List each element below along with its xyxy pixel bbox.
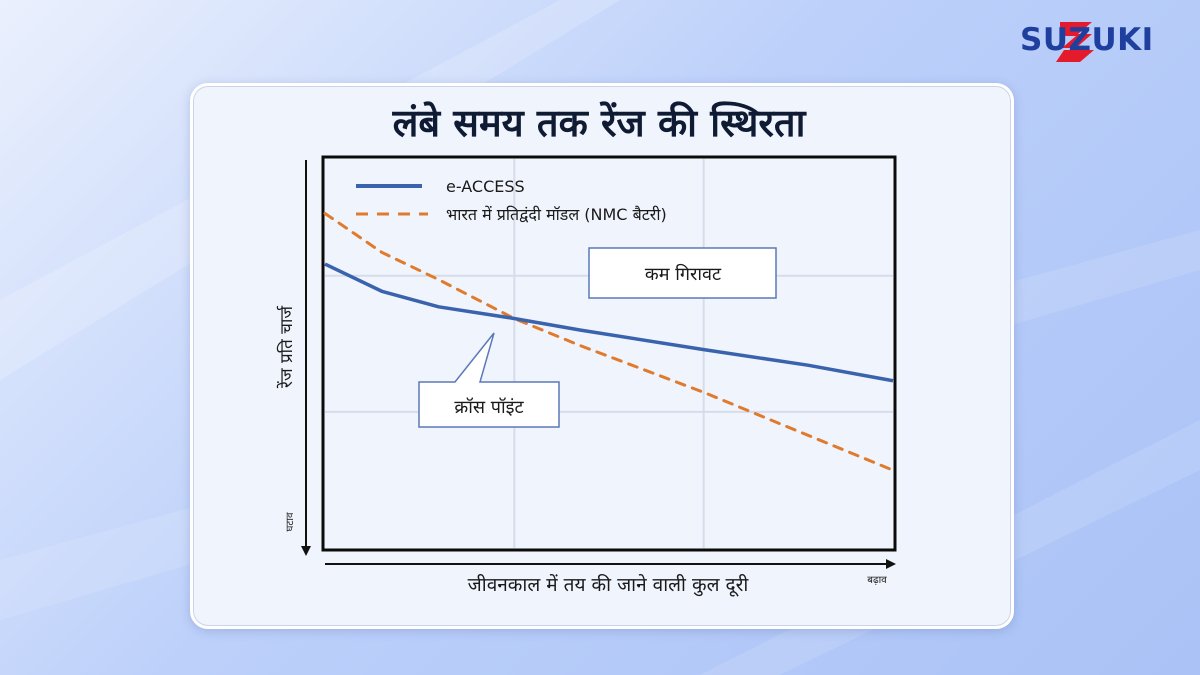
suzuki-logo <box>1056 22 1094 62</box>
x-direction-label: बढ़ाव <box>867 575 887 586</box>
legend: e-ACCESS भारत में प्रतिद्वंदी मॉडल (NMC … <box>356 177 667 224</box>
y-axis-label: रेंज प्रति चार्ज <box>276 305 297 389</box>
chart-title: लंबे समय तक रेंज की स्थिरता <box>392 101 806 145</box>
series-line-nmc-model <box>323 211 895 472</box>
x-axis-label: जीवनकाल में तय की जाने वाली कुल दूरी <box>468 573 750 597</box>
svg-text:क्रॉस पॉइंट: क्रॉस पॉइंट <box>454 397 524 418</box>
x-axis-arrow <box>325 559 896 569</box>
y-axis-arrow <box>301 160 311 556</box>
y-direction-label: घटाव <box>285 512 296 532</box>
svg-text:कम गिरावट: कम गिरावट <box>645 263 722 285</box>
annotation-low-degradation: कम गिरावट <box>588 247 777 299</box>
legend-label-nmc-model: भारत में प्रतिद्वंदी मॉडल (NMC बैटरी) <box>446 205 667 224</box>
plot-frame <box>321 155 897 552</box>
chart-card <box>190 83 1014 629</box>
series-line-e-access <box>324 262 894 383</box>
suzuki-logo-text: SUZUKI <box>1020 22 1154 58</box>
annotation-cross-point: क्रॉस पॉइंट <box>418 332 560 428</box>
legend-label-e-access: e-ACCESS <box>446 177 525 196</box>
